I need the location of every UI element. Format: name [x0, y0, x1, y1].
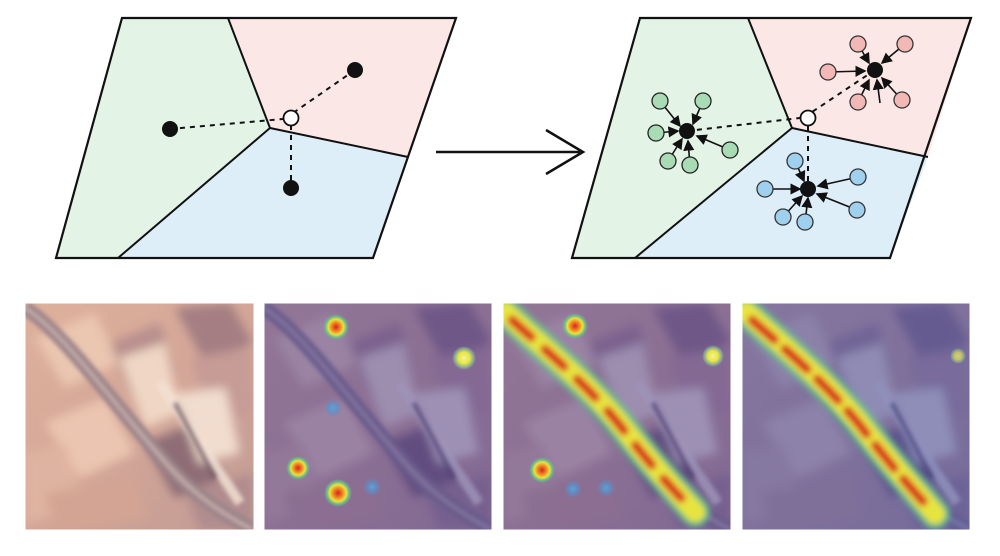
- prototype-point-pink: [347, 62, 363, 78]
- right-arrow-icon: [436, 128, 586, 176]
- region-blue: [118, 128, 408, 258]
- prototype-cluster-blue: [756, 152, 867, 231]
- query-point: [282, 109, 300, 127]
- query-point: [799, 109, 817, 127]
- prototype-point-blue: [283, 180, 299, 196]
- prototype-cluster-pink: [819, 35, 914, 111]
- prototype-point-green: [162, 121, 178, 137]
- aerial-panel-heatmap-road: [742, 303, 970, 530]
- aerial-panel-heatmap-blobs: [264, 303, 492, 530]
- right-partition-diagram: [570, 16, 973, 260]
- prototype-cluster-green: [647, 92, 739, 174]
- partition-outline: [570, 16, 973, 260]
- dashed-links: [169, 69, 356, 188]
- region-blue: [635, 128, 928, 258]
- aerial-panel-original: [25, 303, 254, 530]
- aerial-panel-heatmap-road-blobs: [503, 303, 731, 530]
- region-green: [56, 18, 270, 258]
- partition-outline: [54, 16, 458, 260]
- left-partition-diagram: [54, 16, 458, 260]
